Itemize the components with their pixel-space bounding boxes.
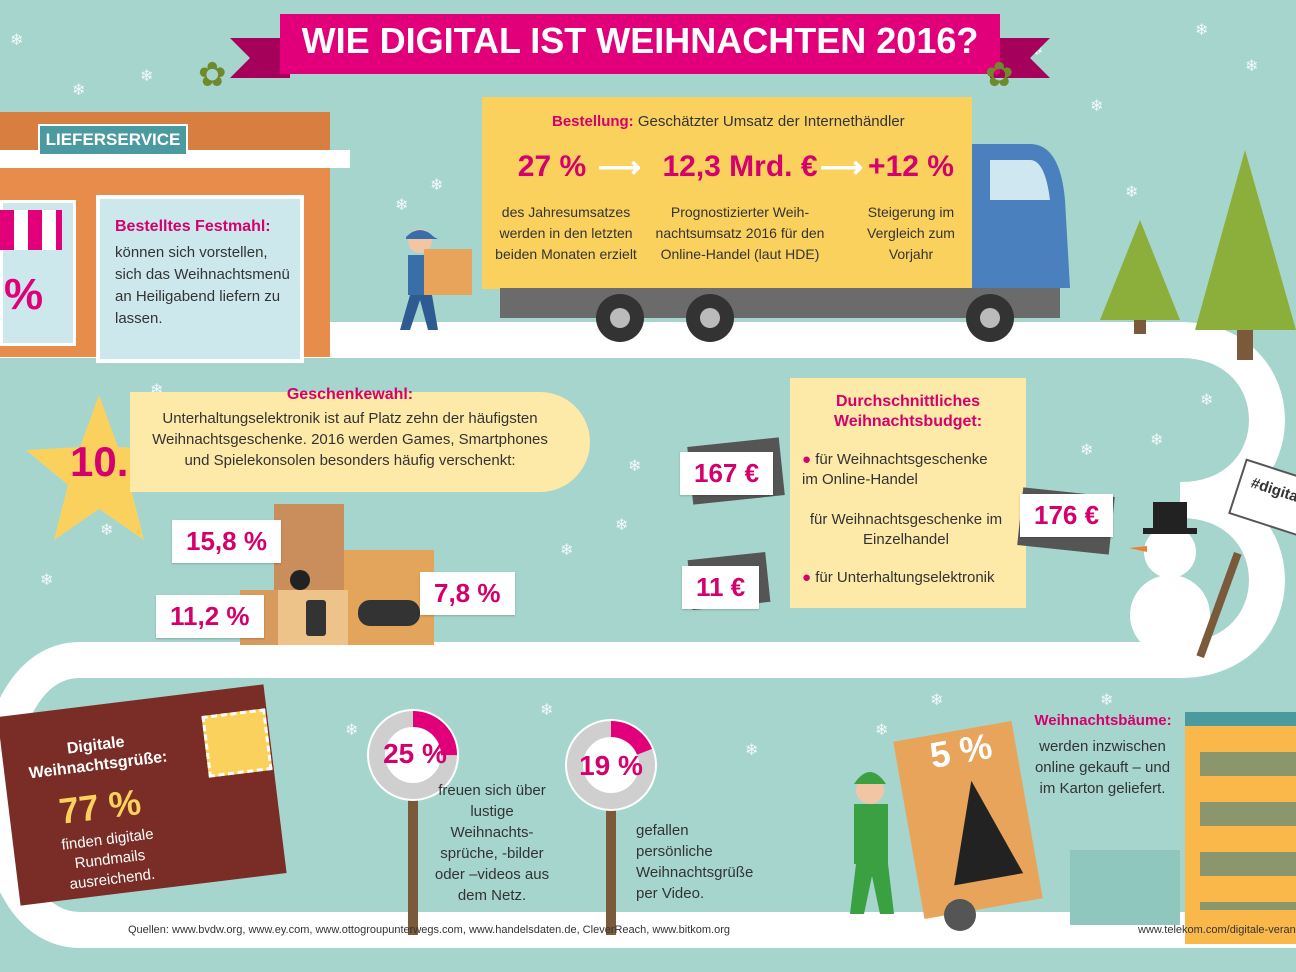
sayings-value: 25 %: [383, 738, 447, 769]
order-stat-2-value: 12,3 Mrd. €: [662, 150, 818, 183]
sayings-ring: [367, 709, 459, 935]
trees-heading: Weihnachtsbäume:: [1034, 712, 1172, 729]
order-stat-3-text: Steigerung im Vergleich zum Vorjahr: [867, 204, 955, 262]
budget-item-2: für Weihnachtsgeschenke im Einzelhandel: [806, 510, 1006, 550]
pine-trees-icon: [1100, 150, 1296, 360]
phones-tag: 11,2 %: [156, 595, 264, 638]
sayings-text: freuen sich über lustige Weihnachts-sprü…: [434, 782, 550, 904]
video-text: gefallen persönliche Weihnachtsgrüße per…: [636, 822, 754, 902]
background-buildings: [1070, 850, 1180, 925]
shop-heading: Bestelltes Festmahl:: [115, 218, 271, 235]
budget-item-2-label: für Weihnachtsgeschenke im Einzelhandel: [809, 511, 1003, 548]
budget-ribbon: [790, 378, 1026, 608]
budget-heading: Durchschnittliches Weihnachtsbudget:: [833, 393, 983, 430]
delivery-person-icon: [400, 229, 472, 330]
footer-url: www.telekom.com/digitale-veran: [1138, 924, 1296, 936]
video-ring: [565, 719, 657, 935]
tree-delivery-icon: [850, 720, 1043, 931]
budget-item-3-label: für Unterhaltungselektronik: [815, 569, 995, 586]
sayings-ring-fill: [369, 711, 457, 799]
gift-rank: 10.: [70, 438, 129, 485]
order-stat-2-text: Prognostizierter Weih-nachtsumsatz 2016 …: [655, 204, 825, 262]
budget-electronics-tag: 11 €: [682, 566, 760, 609]
budget-online-tag: 167 €: [680, 452, 774, 495]
stamp-icon: [201, 708, 273, 778]
video-value: 19 %: [579, 750, 643, 781]
order-heading: Bestellung:: [552, 113, 634, 130]
trees-text: werden inzwischen online gekauft – und i…: [1034, 738, 1171, 797]
star-icon: [26, 395, 172, 540]
gift-text: Unterhaltungselektronik ist auf Platz ze…: [152, 410, 548, 469]
snowman-icon: [1129, 502, 1242, 659]
order-stat-3-value: +12 %: [868, 150, 954, 183]
budget-item-3: ● für Unterhaltungselektronik: [802, 569, 995, 586]
truck-cargo: [482, 97, 972, 289]
holly-icon-right: ✿: [985, 56, 1014, 94]
shop-door: [96, 195, 304, 363]
shop-sign: LIEFERSERVICE: [38, 124, 188, 156]
shop-percent-sign: %: [4, 270, 44, 319]
gift-ribbon: [130, 392, 590, 492]
order-stat-1-value: 27 %: [517, 150, 587, 183]
order-heading-line: Bestellung: Geschätzter Umsatz der Inter…: [552, 113, 905, 130]
order-stat-1-text: des Jahresumsatzes werden in den letzten…: [495, 204, 637, 262]
holly-icon-left: ✿: [198, 56, 227, 94]
page-title: WIE DIGITAL IST WEIHNACHTEN 2016?: [301, 20, 979, 61]
sources-footer: Quellen: www.bvdw.org, www.ey.com, www.o…: [128, 924, 731, 936]
budget-item-1: ● für Weihnachtsgeschenke im Online-Hand…: [802, 451, 988, 488]
arrow-right-icon-2: ⟶: [820, 151, 864, 184]
shop-awning: [0, 210, 62, 250]
budget-item-1-label: für Weihnachtsgeschenke im Online-Handel: [802, 451, 988, 488]
budget-retail-tag: 176 €: [1020, 494, 1114, 537]
games-tag: 15,8 %: [172, 520, 281, 563]
arrow-right-icon-1: ⟶: [598, 151, 642, 184]
video-ring-fill: [567, 721, 655, 809]
title-banner-shape: [230, 14, 1050, 78]
gift-heading: Geschenkewahl:: [286, 386, 414, 403]
order-subheading: Geschätzter Umsatz der Internethändler: [637, 113, 905, 130]
truck-icon: [500, 144, 1070, 342]
consoles-tag: 7,8 %: [420, 572, 515, 615]
building-windows: [1200, 740, 1296, 910]
shop-text: können sich vorstellen, sich das Weihnac…: [115, 244, 290, 327]
